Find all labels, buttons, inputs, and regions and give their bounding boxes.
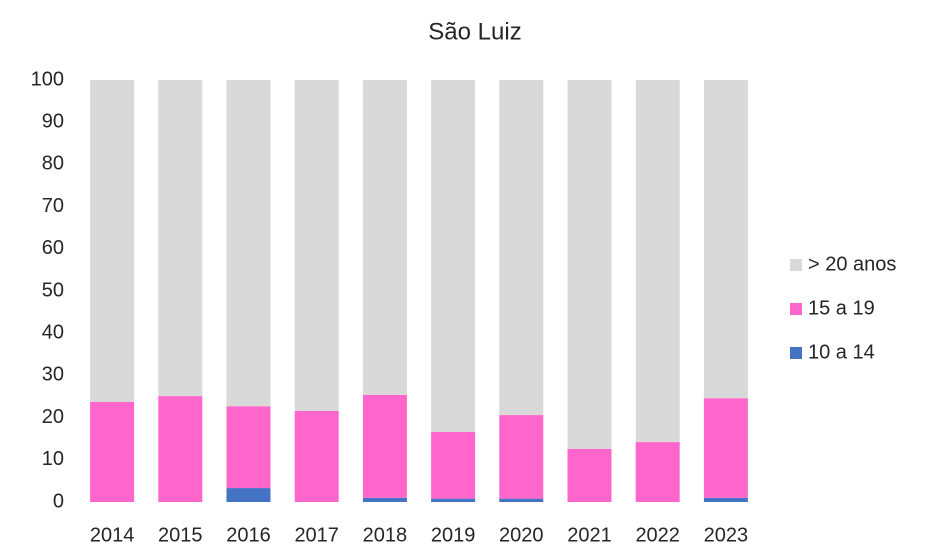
legend-swatch [790,259,802,271]
bar-segment [362,394,407,498]
y-tick-label: 10 [42,448,64,470]
x-tick-label: 2018 [363,524,408,546]
y-tick-label: 50 [42,279,64,301]
y-tick-label: 70 [42,195,64,217]
bar-segment [703,80,748,399]
bar-segment [226,406,271,489]
y-tick-label: 60 [42,237,64,259]
bar-segment [431,498,476,502]
bar-segment [294,410,339,502]
bar-segment [567,80,612,449]
bar-segment [431,431,476,499]
bar-segment [226,488,271,502]
x-tick-label: 2023 [704,524,749,546]
legend-label: 10 a 14 [808,341,875,363]
bar-segment [567,448,612,502]
bar-segment [158,80,203,397]
x-tick-label: 2019 [431,524,476,546]
legend-label: 15 a 19 [808,297,875,319]
y-tick-label: 20 [42,406,64,428]
bar-segment [703,497,748,502]
legend-label: > 20 anos [808,253,896,275]
y-tick-label: 40 [42,321,64,343]
x-tick-label: 2020 [499,524,544,546]
bar-segment [499,498,544,502]
x-tick-label: 2014 [90,524,135,546]
y-tick-label: 30 [42,364,64,386]
bar-segment [431,80,476,432]
bar-segment [90,401,135,502]
y-tick-label: 90 [42,110,64,132]
bar-segment [703,398,748,498]
x-tick-label: 2022 [635,524,680,546]
legend-swatch [790,347,802,359]
x-tick-label: 2017 [294,524,339,546]
x-tick-label: 2015 [158,524,203,546]
legend-swatch [790,303,802,315]
y-tick-label: 100 [31,68,64,90]
bar-segment [635,80,680,443]
y-tick-label: 0 [53,490,64,512]
bar-segment [635,442,680,502]
y-tick-label: 80 [42,153,64,175]
bar-segment [499,415,544,499]
bar-segment [499,80,544,416]
x-tick-label: 2021 [567,524,612,546]
chart-title: São Luiz [428,18,521,45]
bar-segment [294,80,339,411]
bar-segment [158,396,203,502]
x-tick-label: 2016 [226,524,271,546]
bar-segment [226,80,271,407]
bar-segment [362,80,407,395]
bar-segment [90,80,135,402]
bar-segment [362,497,407,502]
